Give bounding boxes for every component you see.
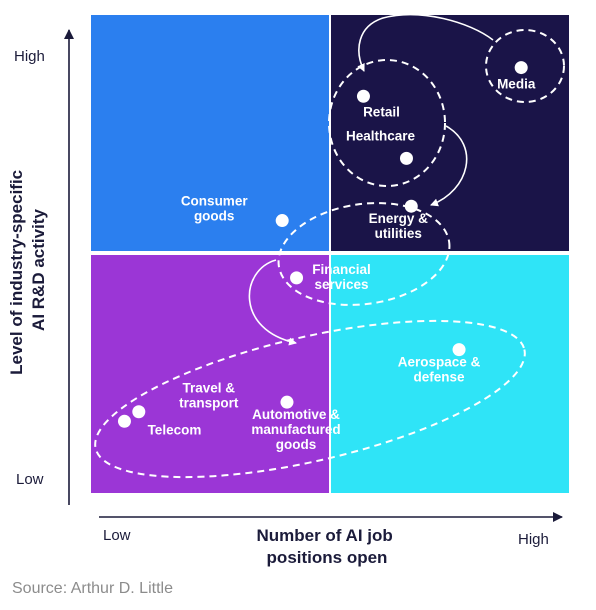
label-telecom: Telecom — [148, 422, 202, 437]
cluster-outlines — [94, 29, 565, 479]
data-points: Media Retail Healthcare Energy & utilities Co… — [117, 61, 536, 452]
label-healthcare: Healthcare — [346, 128, 416, 143]
x-axis-title: Number of AI job positions open — [256, 526, 397, 567]
y-tick-low: Low — [16, 471, 44, 488]
quadrant-bottom-right — [331, 255, 569, 493]
point-consumer-goods — [275, 214, 289, 228]
label-travel-transport: Travel & transport — [179, 381, 239, 411]
cluster-media — [485, 29, 565, 103]
point-automotive-manufactured-goods — [280, 395, 294, 409]
arrow-healthcare-to-energy — [430, 125, 468, 207]
y-tick-high: High — [14, 48, 45, 65]
y-axis-title: Level of industry-specific AI R&D activi… — [7, 165, 48, 375]
arrow-media-to-retail — [357, 13, 494, 72]
label-energy-utilities: Energy & utilities — [369, 211, 429, 241]
point-aerospace-defense — [452, 343, 466, 357]
point-healthcare — [399, 151, 413, 165]
quadrant-bottom-left — [91, 255, 329, 493]
label-media: Media — [497, 77, 536, 92]
label-consumer-goods: Consumer goods — [181, 194, 249, 224]
arrow-consumer-to-low — [248, 259, 297, 346]
quadrant-top-left — [91, 15, 329, 251]
cluster-consumer-energy-financial — [277, 202, 451, 306]
cluster-retail-healthcare — [328, 59, 446, 187]
label-aerospace-defense: Aerospace & defense — [398, 355, 481, 385]
source-note: Source: Arthur D. Little — [12, 580, 173, 597]
point-travel-transport — [132, 405, 146, 419]
x-tick-low: Low — [103, 527, 131, 544]
quadrant-top-right — [331, 15, 569, 251]
label-automotive-manufactured-goods: Automotive & manufactured goods — [251, 407, 340, 452]
point-energy-utilities — [404, 199, 418, 213]
point-telecom — [117, 414, 131, 428]
x-tick-high: High — [518, 531, 549, 548]
point-retail — [356, 89, 370, 103]
label-retail: Retail — [363, 104, 400, 119]
point-financial-services — [290, 271, 304, 285]
cluster-arrows — [248, 13, 494, 346]
cluster-low-activity — [94, 319, 526, 479]
label-financial-services: Financial services — [312, 262, 371, 292]
point-media — [514, 61, 528, 75]
